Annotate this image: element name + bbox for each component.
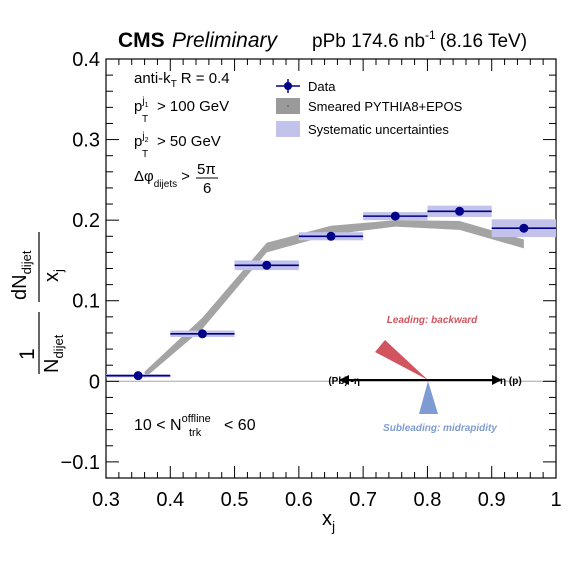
legend-mc-dot [287, 105, 289, 107]
x-tick-label: 1 [550, 489, 561, 511]
legend-data-label: Data [308, 79, 336, 94]
y-tick-label: 0.4 [72, 49, 100, 71]
mult-prefix: 10 < N [134, 417, 182, 434]
data-point [262, 260, 272, 270]
data-point [519, 223, 529, 233]
y-tick-label: −0.1 [61, 452, 100, 474]
subleading-caption: Subleading: midrapidity [383, 423, 497, 434]
y-label-den-sub: j [51, 269, 66, 273]
pt2-sub: T [142, 149, 148, 160]
y-label-den: xj [41, 269, 66, 282]
y-tick-label: 0.2 [72, 210, 100, 232]
pt2-sup: j [141, 131, 144, 142]
x-tick-label: 0.7 [349, 489, 377, 511]
dataset-suffix: (8.16 TeV) [440, 31, 527, 52]
mc-band [144, 220, 524, 379]
leading-caption: Leading: backward [387, 315, 478, 326]
y-tick-label: 0.1 [72, 291, 100, 313]
dataset-prefix: pPb 174.6 nb [312, 31, 425, 52]
algo-suffix: R = 0.4 [181, 70, 230, 87]
mult-sub: trk [189, 427, 202, 439]
pt1-cut: > 100 GeV [157, 98, 229, 115]
dphi-cut: > [181, 168, 190, 185]
y-label-num-sub: dijet [19, 250, 34, 274]
x-tick-label: 0.9 [478, 489, 506, 511]
pt1-sub: T [142, 114, 148, 125]
y-axis-label: 1 Ndijet dNdijet xj [9, 232, 66, 374]
x-axis-ticks: 0.3 0.4 0.5 0.6 0.7 0.8 0.9 1 [92, 59, 562, 511]
dphi-cut-label: Δφdijets > [134, 168, 190, 190]
algo-prefix: anti-k [134, 70, 171, 87]
dphi-den: 6 [203, 180, 211, 197]
data-point [455, 206, 465, 216]
data-series [106, 206, 556, 381]
experiment-label: CMS [118, 29, 165, 52]
eta-axis-left-arrow [339, 375, 349, 385]
y-label-pre-den-base: N [41, 359, 63, 373]
legend-syst-label: Systematic uncertainties [308, 122, 449, 137]
dphi-sub: dijets [154, 179, 177, 190]
y-label-den-base: x [41, 272, 63, 282]
rapidity-diagram: Leading: backward (Pb) -η η (p) Subleadi… [328, 315, 521, 434]
pt1-base: p [134, 98, 142, 115]
algo-label: anti-kT R = 0.4 [134, 70, 230, 90]
dphi-base: Δφ [134, 168, 154, 185]
legend: Data Smeared PYTHIA8+EPOS Systematic unc… [276, 79, 463, 137]
x-tick-label: 0.8 [414, 489, 442, 511]
x-tick-label: 0.4 [156, 489, 184, 511]
legend-mc-label: Smeared PYTHIA8+EPOS [308, 99, 463, 114]
x-label-base: x [322, 508, 332, 530]
pt1-supsub: 1 [145, 102, 149, 109]
legend-syst-swatch [276, 121, 300, 137]
pt1-sup: j [141, 96, 144, 107]
y-axis-ticks: −0.1 0 0.1 0.2 0.3 0.4 [61, 49, 556, 479]
y-label-pre-den: Ndijet [41, 334, 66, 373]
data-point [133, 371, 143, 381]
pt2-cut: > 50 GeV [157, 133, 221, 150]
y-label-num-base: dN [9, 274, 31, 300]
algo-sub: T [171, 79, 177, 90]
y-label-pre-den-sub: dijet [51, 334, 66, 358]
subleading-jet-cone [419, 381, 438, 414]
data-point [326, 231, 336, 241]
status-label: Preliminary [172, 29, 279, 52]
eta-right-label: η (p) [500, 376, 522, 387]
eta-axis-right-arrow [492, 375, 502, 385]
pt1-cut-label: pj1 [134, 96, 149, 115]
mult-sup: offline [182, 413, 211, 425]
y-tick-label: 0 [89, 371, 100, 393]
y-label-num: dNdijet [9, 250, 34, 300]
dphi-num: 5π [197, 161, 216, 178]
multiplicity-label: 10 < Noffline [134, 413, 211, 434]
eta-left-label: (Pb) -η [328, 376, 360, 387]
x-axis-label: xj [322, 508, 335, 534]
x-tick-label: 0.5 [221, 489, 249, 511]
pt2-supsub: 2 [145, 137, 149, 144]
legend-data-marker [284, 82, 292, 90]
data-point [390, 211, 400, 221]
dataset-label: pPb 174.6 nb-1 (8.16 TeV) [312, 28, 527, 52]
leading-jet-cone [375, 340, 428, 380]
pt2-base: p [134, 133, 142, 150]
y-label-pre-num: 1 [16, 348, 39, 360]
data-point [197, 329, 207, 339]
x-label-sub: j [331, 518, 335, 534]
x-tick-label: 0.6 [285, 489, 313, 511]
mult-suffix: < 60 [224, 417, 256, 434]
x-tick-label: 0.3 [92, 489, 120, 511]
dataset-exp: -1 [425, 28, 436, 42]
y-tick-label: 0.3 [72, 130, 100, 152]
pt2-cut-label: pj2 [134, 131, 149, 150]
